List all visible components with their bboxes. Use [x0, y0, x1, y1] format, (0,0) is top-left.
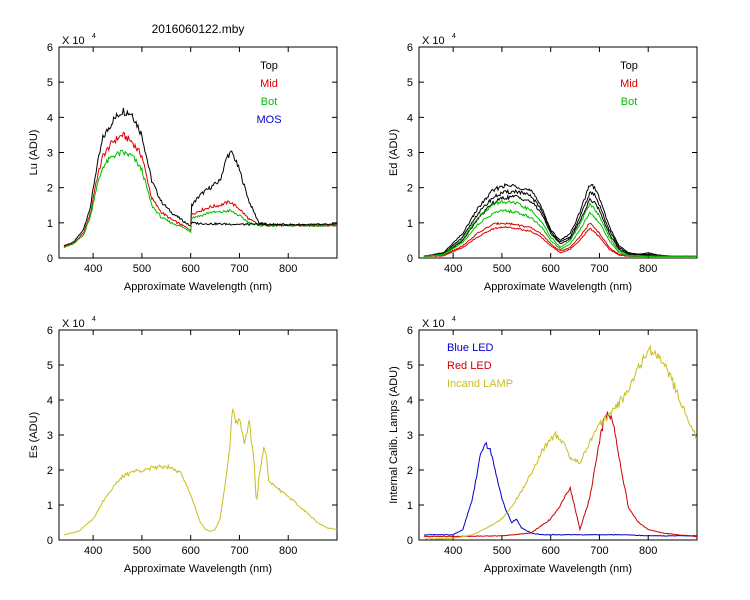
plot-frame [418, 46, 698, 259]
x-tick-label: 400 [444, 545, 462, 557]
series-line-es [63, 408, 337, 536]
series-line-top-3 [423, 194, 697, 258]
x-axis-label: Approximate Wavelength (nm) [484, 281, 632, 293]
x-tick-label: 400 [84, 545, 102, 557]
y-tick-label: 1 [47, 218, 53, 230]
scale-factor-label: X 10 [62, 318, 85, 330]
legend-label-incand-lamp: Incand LAMP [447, 378, 513, 390]
x-tick-label: 800 [639, 545, 657, 557]
x-tick-label: 600 [542, 263, 560, 275]
y-tick-label: 3 [47, 148, 53, 160]
scale-factor-exponent: 4 [452, 33, 456, 40]
scale-factor-exponent: 4 [452, 316, 456, 323]
x-tick-label: 500 [133, 263, 151, 275]
y-tick-label: 0 [47, 253, 53, 265]
legend-label-top: Top [260, 60, 278, 72]
y-axis-label: Lu (ADU) [28, 130, 40, 176]
y-tick-label: 6 [407, 42, 413, 54]
panel-ed: 400 500 600 700 800 0 1 2 3 4 5 6 X 10 4 Approximate W… [388, 33, 698, 293]
x-tick-label: 600 [182, 545, 200, 557]
y-tick-label: 2 [407, 465, 413, 477]
y-axis-label: Ed (ADU) [388, 129, 400, 176]
legend-label-mid: Mid [260, 78, 278, 90]
chart-title: 2016060122.mby [152, 22, 245, 36]
legend-label-mos: MOS [256, 114, 281, 126]
scale-factor-exponent: 4 [92, 316, 96, 323]
legend-label-bot: Bot [621, 96, 638, 108]
legend-label-bot: Bot [261, 96, 278, 108]
series-line-bot [63, 149, 337, 249]
series-line-bot-2 [423, 208, 697, 258]
series-line-flat [190, 221, 337, 227]
x-tick-label: 400 [84, 263, 102, 275]
y-tick-label: 0 [407, 535, 413, 547]
y-tick-label: 2 [47, 183, 53, 195]
series-line-red-led [423, 410, 697, 538]
scale-factor-exponent: 4 [92, 33, 96, 40]
y-axis-label: Es (ADU) [28, 412, 40, 458]
y-tick-label: 5 [407, 360, 413, 372]
x-tick-label: 700 [230, 263, 248, 275]
y-tick-label: 2 [47, 465, 53, 477]
x-axis-label: Approximate Wavelength (nm) [124, 281, 272, 293]
y-tick-label: 1 [407, 218, 413, 230]
series-line-bot-1 [423, 199, 697, 258]
scale-factor-label: X 10 [422, 318, 445, 330]
legend-label-top: Top [620, 60, 638, 72]
y-tick-label: 3 [47, 430, 53, 442]
series-line-top-1 [423, 182, 697, 258]
y-axis-label: Internal Calib. Lamps (ADU) [388, 366, 400, 504]
plot-frame [58, 329, 338, 541]
y-tick-label: 4 [47, 112, 53, 124]
x-tick-label: 800 [639, 263, 657, 275]
y-tick-label: 0 [407, 253, 413, 265]
scale-factor-label: X 10 [422, 35, 445, 47]
y-tick-label: 5 [407, 77, 413, 89]
x-tick-label: 700 [230, 545, 248, 557]
y-tick-label: 6 [47, 325, 53, 337]
legend-label-red-led: Red LED [447, 360, 492, 372]
y-tick-label: 2 [407, 183, 413, 195]
x-tick-label: 700 [590, 545, 608, 557]
legend-label-mid: Mid [620, 78, 638, 90]
y-tick-label: 6 [47, 42, 53, 54]
x-tick-label: 400 [444, 263, 462, 275]
y-tick-label: 5 [47, 77, 53, 89]
y-tick-label: 4 [407, 112, 413, 124]
x-axis-label: Approximate Wavelength (nm) [484, 563, 632, 575]
y-tick-label: 6 [407, 325, 413, 337]
x-tick-label: 500 [493, 545, 511, 557]
series-line-blue-led [423, 441, 697, 537]
y-tick-label: 5 [47, 360, 53, 372]
x-axis-label: Approximate Wavelength (nm) [124, 563, 272, 575]
series-line-mid [63, 131, 337, 248]
series-line-incand-lamp [423, 344, 697, 540]
scale-factor-label: X 10 [62, 35, 85, 47]
y-tick-label: 1 [407, 500, 413, 512]
legend-label-blue-led: Blue LED [447, 342, 494, 354]
panel-lamps: 400 500 600 700 800 0 1 2 3 4 5 6 X 10 4 Approximate W… [388, 316, 698, 575]
x-tick-label: 800 [279, 545, 297, 557]
x-tick-label: 600 [182, 263, 200, 275]
panel-lu: 400 500 600 700 800 0 1 2 3 4 5 6 X 10 4 2016060122.mb… [28, 22, 338, 293]
y-tick-label: 3 [407, 430, 413, 442]
panel-es: 400 500 600 700 800 0 1 2 3 4 5 6 X 10 4 Approximate W… [28, 316, 338, 575]
x-tick-label: 700 [590, 263, 608, 275]
y-tick-label: 3 [407, 148, 413, 160]
x-tick-label: 800 [279, 263, 297, 275]
x-tick-label: 600 [542, 545, 560, 557]
x-tick-label: 500 [493, 263, 511, 275]
y-tick-label: 4 [47, 395, 53, 407]
x-tick-label: 500 [133, 545, 151, 557]
y-tick-label: 4 [407, 395, 413, 407]
y-tick-label: 0 [47, 535, 53, 547]
y-tick-label: 1 [47, 500, 53, 512]
